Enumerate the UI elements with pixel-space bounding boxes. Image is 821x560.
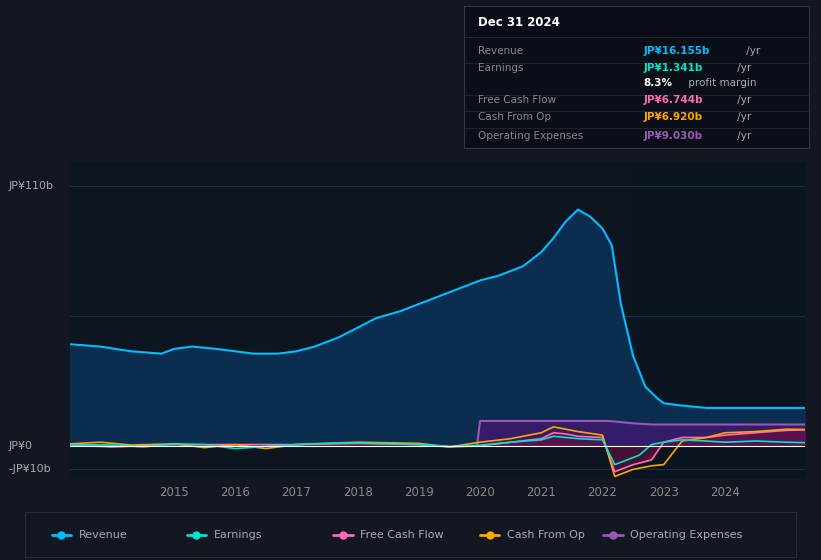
- Text: 8.3%: 8.3%: [643, 78, 672, 88]
- Text: Free Cash Flow: Free Cash Flow: [478, 95, 556, 105]
- Text: Revenue: Revenue: [79, 530, 127, 540]
- Text: JP¥0: JP¥0: [8, 441, 32, 451]
- Text: JP¥16.155b: JP¥16.155b: [643, 46, 709, 57]
- Text: -JP¥10b: -JP¥10b: [8, 464, 51, 474]
- Text: JP¥1.341b: JP¥1.341b: [643, 63, 703, 73]
- Text: Operating Expenses: Operating Expenses: [478, 130, 583, 141]
- Text: Operating Expenses: Operating Expenses: [631, 530, 743, 540]
- Text: Cash From Op: Cash From Op: [478, 112, 551, 122]
- Text: Cash From Op: Cash From Op: [507, 530, 585, 540]
- Text: profit margin: profit margin: [686, 78, 757, 88]
- Text: JP¥110b: JP¥110b: [8, 181, 53, 191]
- Text: Earnings: Earnings: [478, 63, 523, 73]
- Text: Dec 31 2024: Dec 31 2024: [478, 16, 560, 29]
- Text: Free Cash Flow: Free Cash Flow: [360, 530, 444, 540]
- Text: JP¥9.030b: JP¥9.030b: [643, 130, 702, 141]
- Text: Earnings: Earnings: [213, 530, 262, 540]
- Text: /yr: /yr: [733, 112, 750, 122]
- Bar: [633, 162, 817, 479]
- Text: /yr: /yr: [743, 46, 760, 57]
- Text: /yr: /yr: [733, 63, 750, 73]
- Text: Revenue: Revenue: [478, 46, 523, 57]
- Text: /yr: /yr: [733, 95, 750, 105]
- Text: JP¥6.744b: JP¥6.744b: [643, 95, 703, 105]
- Text: /yr: /yr: [733, 130, 750, 141]
- Text: JP¥6.920b: JP¥6.920b: [643, 112, 702, 122]
